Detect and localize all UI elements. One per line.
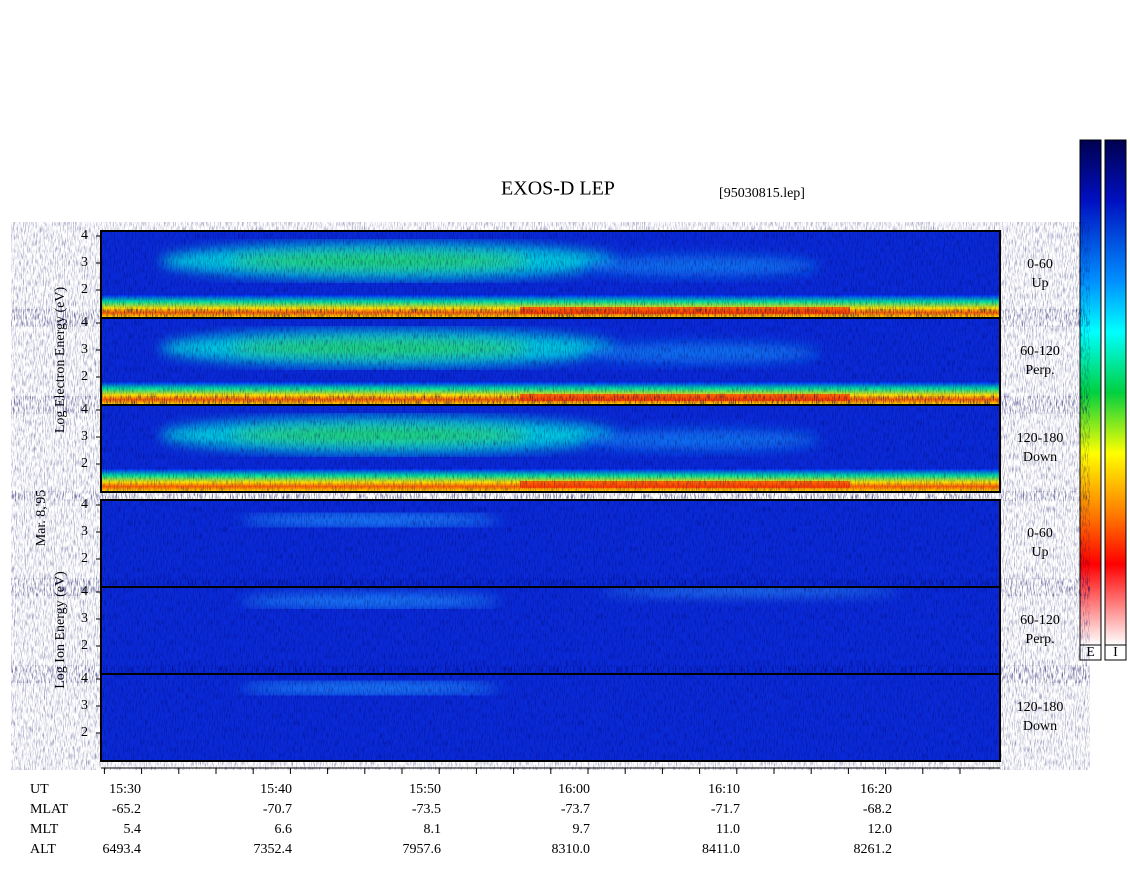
row-value: 15:30	[109, 782, 141, 797]
row-value: 6493.4	[103, 842, 142, 857]
y-tick-label: 4	[81, 228, 88, 243]
row-value: 16:00	[558, 782, 590, 797]
direction-label: Perp.	[1025, 632, 1054, 647]
row-label: UT	[30, 782, 49, 797]
angle-label: 120-180	[1017, 431, 1064, 446]
y-tick-label: 4	[81, 497, 88, 512]
row-value: 15:40	[260, 782, 292, 797]
row-label: MLT	[30, 822, 59, 837]
row-value: 9.7	[573, 822, 591, 837]
row-value: 11.0	[716, 822, 740, 837]
title: EXOS-D LEP	[501, 178, 615, 200]
y-tick-label: 4	[81, 584, 88, 599]
date: Mar. 8,'95	[34, 490, 49, 547]
y-tick-label: 2	[81, 725, 88, 740]
direction-label: Down	[1023, 450, 1057, 465]
row-value: -70.7	[263, 802, 292, 817]
noise	[101, 318, 1000, 405]
row-label: MLAT	[30, 802, 69, 817]
angle-label: 0-60	[1027, 257, 1053, 272]
noise	[101, 674, 1000, 761]
y-tick-label: 2	[81, 369, 88, 384]
direction-label: Up	[1031, 276, 1048, 291]
y-tick-label: 2	[81, 456, 88, 471]
row-label: ALT	[30, 842, 56, 857]
noise	[101, 500, 1000, 587]
row-value: 7957.6	[403, 842, 442, 857]
y-tick-label: 3	[81, 611, 88, 626]
noise	[101, 231, 1000, 318]
y-tick-label: 3	[81, 698, 88, 713]
ion-axis-label: Log Ion Energy (eV)	[53, 571, 68, 689]
panel-frame	[100, 230, 1001, 493]
noise	[101, 405, 1000, 492]
row-value: 8261.2	[854, 842, 893, 857]
row-value: -71.7	[711, 802, 740, 817]
y-tick-label: 3	[81, 524, 88, 539]
angle-label: 60-120	[1020, 613, 1060, 628]
row-value: 16:20	[860, 782, 892, 797]
file-name: [95030815.lep]	[719, 186, 805, 201]
row-value: 8310.0	[552, 842, 591, 857]
row-value: -68.2	[863, 802, 892, 817]
colorbar-label: I	[1113, 645, 1118, 660]
y-tick-label: 2	[81, 638, 88, 653]
row-value: 8411.0	[702, 842, 740, 857]
direction-label: Perp.	[1025, 363, 1054, 378]
y-tick-label: 4	[81, 671, 88, 686]
colorbar-label-box	[1104, 644, 1127, 661]
direction-label: Down	[1023, 719, 1057, 734]
row-value: 16:10	[708, 782, 740, 797]
row-value: 5.4	[124, 822, 142, 837]
row-value: -65.2	[112, 802, 141, 817]
row-value: 12.0	[868, 822, 893, 837]
noise	[101, 587, 1000, 674]
colorbar	[1079, 139, 1102, 646]
colorbar	[1104, 139, 1127, 646]
row-value: 6.6	[275, 822, 293, 837]
colorbar-label-box	[1079, 644, 1102, 661]
angle-label: 120-180	[1017, 700, 1064, 715]
y-tick-label: 2	[81, 282, 88, 297]
electron-axis-label: Log Electron Energy (eV)	[53, 287, 68, 434]
angle-label: 60-120	[1020, 344, 1060, 359]
y-tick-label: 3	[81, 429, 88, 444]
row-value: -73.5	[412, 802, 441, 817]
colorbar-label: E	[1086, 645, 1095, 660]
panel-frame	[100, 499, 1001, 762]
y-tick-label: 4	[81, 402, 88, 417]
angle-label: 0-60	[1027, 526, 1053, 541]
row-value: 7352.4	[254, 842, 293, 857]
row-value: -73.7	[561, 802, 590, 817]
y-tick-label: 3	[81, 342, 88, 357]
y-tick-label: 3	[81, 255, 88, 270]
row-value: 15:50	[409, 782, 441, 797]
row-value: 8.1	[424, 822, 442, 837]
y-tick-label: 4	[81, 315, 88, 330]
direction-label: Up	[1031, 545, 1048, 560]
y-tick-label: 2	[81, 551, 88, 566]
